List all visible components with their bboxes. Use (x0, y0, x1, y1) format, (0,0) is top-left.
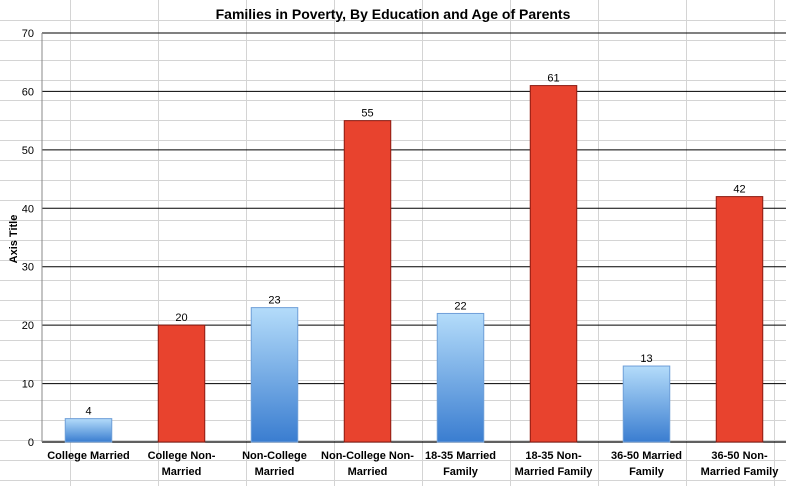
sheet-gridline-row (0, 100, 786, 101)
y-tick-label: 0 (28, 437, 34, 449)
x-tick-label: 18-35 Married (425, 450, 496, 462)
x-tick-label: Married Family (701, 466, 780, 478)
sheet-gridline-row (0, 80, 786, 81)
x-tick-label: Married Family (515, 466, 594, 478)
sheet-gridline-column (246, 0, 247, 486)
x-tick-label: Married (348, 466, 388, 478)
x-tick-label: Family (443, 466, 479, 478)
y-tick-label: 50 (22, 145, 34, 157)
bar-non-married (157, 324, 206, 443)
chart-title: Families in Poverty, By Education and Ag… (215, 6, 571, 22)
sheet-gridline-row (0, 60, 786, 61)
bar-married (64, 418, 113, 443)
sheet-gridline-row (0, 180, 786, 181)
sheet-gridline-row (0, 120, 786, 121)
x-tick-label: Married (255, 466, 295, 478)
data-label: 13 (640, 353, 652, 365)
bar-married (622, 365, 671, 443)
data-label: 55 (361, 108, 373, 120)
sheet-gridline-row (0, 20, 786, 21)
bar-non-married (529, 85, 578, 443)
x-tick-label: Non-College (242, 450, 307, 462)
x-tick-label: College Married (47, 450, 130, 462)
x-tick-label: Married (162, 466, 202, 478)
sheet-gridline-column (70, 0, 71, 486)
sheet-gridline-row (0, 200, 786, 201)
sheet-gridline-row (0, 420, 786, 421)
sheet-gridline-row (0, 340, 786, 341)
x-tick-label: 36-50 Married (611, 450, 682, 462)
sheet-gridline-column (422, 0, 423, 486)
sheet-gridline-column (598, 0, 599, 486)
data-label: 4 (85, 406, 91, 418)
bar-married (436, 312, 485, 443)
bar-non-married (343, 120, 392, 443)
sheet-gridline-column (158, 0, 159, 486)
y-tick-label: 20 (22, 320, 34, 332)
data-label: 20 (175, 312, 187, 324)
sheet-gridline-row (0, 460, 786, 461)
x-tick-label: 36-50 Non- (711, 450, 768, 462)
sheet-gridline-row (0, 400, 786, 401)
sheet-gridline-row (0, 40, 786, 41)
y-tick-label: 10 (22, 379, 34, 391)
sheet-gridline-row (0, 480, 786, 481)
sheet-gridline-row (0, 280, 786, 281)
x-tick-label: 18-35 Non- (525, 450, 582, 462)
sheet-gridline-column (510, 0, 511, 486)
sheet-gridline-row (0, 380, 786, 381)
bar-married (250, 307, 299, 443)
data-label: 22 (454, 300, 466, 312)
sheet-gridline-row (0, 240, 786, 241)
sheet-gridline-row (0, 440, 786, 441)
data-label: 61 (547, 73, 559, 85)
y-tick-label: 60 (22, 86, 34, 98)
sheet-gridline-row (0, 140, 786, 141)
y-tick-label: 40 (22, 203, 34, 215)
sheet-gridline-column (686, 0, 687, 486)
sheet-gridline-column (774, 0, 775, 486)
sheet-gridline-row (0, 220, 786, 221)
x-tick-label: Non-College Non- (321, 450, 414, 462)
y-tick-label: 70 (22, 28, 34, 40)
x-tick-label: Family (629, 466, 665, 478)
x-tick-label: College Non- (148, 450, 216, 462)
y-tick-label: 30 (22, 262, 34, 274)
sheet-gridline-column (334, 0, 335, 486)
sheet-gridline-row (0, 300, 786, 301)
sheet-gridline-row (0, 260, 786, 261)
data-label: 42 (733, 184, 745, 196)
sheet-gridline-row (0, 360, 786, 361)
data-label: 23 (268, 295, 280, 307)
sheet-gridline-row (0, 320, 786, 321)
bar-non-married (715, 196, 764, 443)
sheet-gridline-row (0, 160, 786, 161)
